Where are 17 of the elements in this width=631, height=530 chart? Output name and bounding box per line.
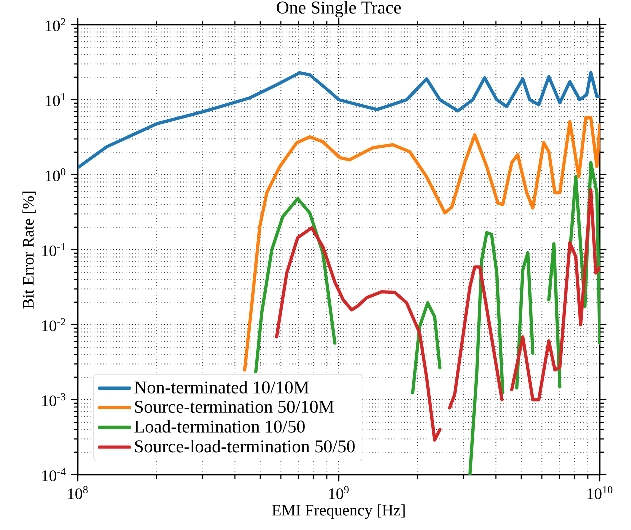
legend-label: Load-termination 10/50	[134, 420, 305, 433]
x-tick-label: 10$^{8}$	[68, 486, 88, 500]
y-tick-label: 10$^{-2}$	[42, 318, 66, 332]
y-tick-label: 10$^{0}$	[46, 168, 66, 182]
legend-label: Source-termination 50/10M	[135, 400, 334, 414]
chart-title: One Single Trace	[277, 1, 402, 18]
y-axis-title: Bit Error Rate [%]	[22, 192, 36, 309]
legend-label: Source-load-termination 50/50	[135, 440, 355, 453]
x-tick-label: 10$^{10}$	[588, 486, 613, 500]
legend-label: Non-terminated 10/10M	[134, 381, 310, 394]
y-tick-label: 10$^{1}$	[46, 93, 66, 106]
y-tick-label: 10$^{-3}$	[42, 393, 66, 406]
x-tick-label: 10$^{9}$	[329, 486, 349, 500]
y-tick-label: 10$^{-1}$	[42, 243, 66, 256]
y-tick-label: 10$^{-4}$	[42, 468, 66, 482]
x-axis-title: EMI Frequency [Hz]	[272, 504, 405, 520]
y-tick-label: 10$^{2}$	[46, 18, 66, 32]
